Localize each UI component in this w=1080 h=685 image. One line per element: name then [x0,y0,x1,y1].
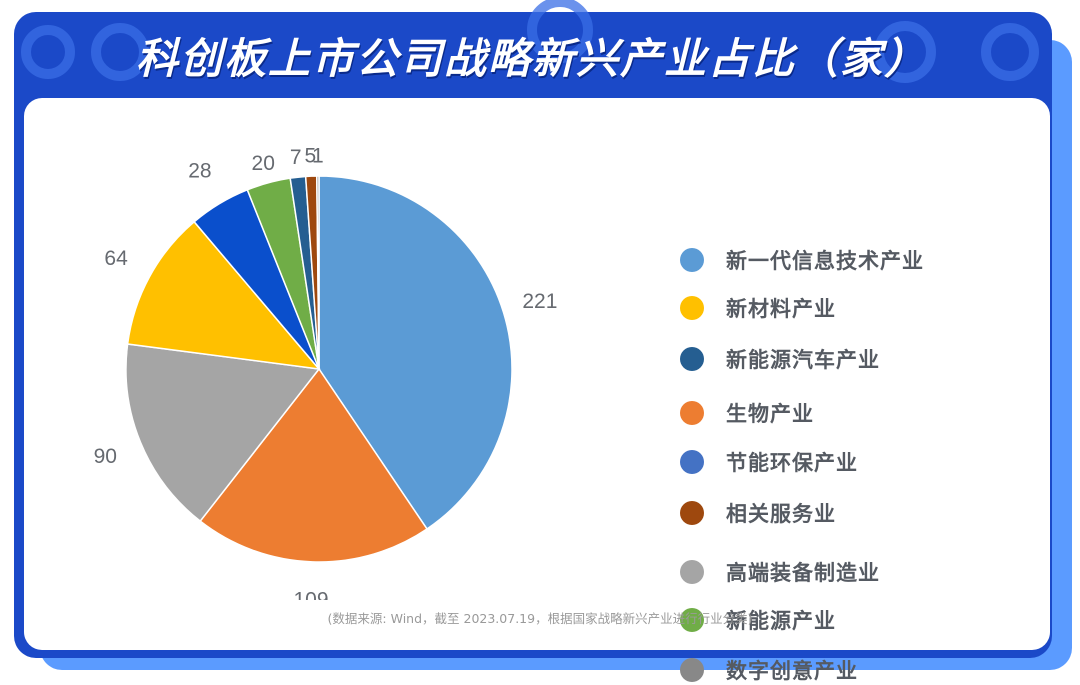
legend-label: 高端装备制造业 [726,561,880,585]
data-label-3: 90 [94,445,117,468]
data-label-8: 5 [305,145,317,168]
legend-swatch [680,658,704,682]
pie-slice-9 [316,175,320,370]
pie-slice-4 [126,220,321,370]
pie-slice-1 [318,175,513,531]
pie-data-labels: 221 109 90 64 28 20 7 51 [94,145,558,601]
legend-item-3: 新能源汽车产业 [680,345,880,373]
legend-swatch [680,401,704,425]
legend-label: 新能源产业 [726,609,836,633]
legend-label: 新能源汽车产业 [726,348,880,372]
legend-swatch [680,450,704,474]
pie-chart: 221 109 90 64 28 20 7 51 [94,145,558,601]
data-label-5: 28 [188,160,211,183]
legend-swatch [680,347,704,371]
data-label-6: 20 [252,152,275,175]
legend-label: 生物产业 [726,402,814,426]
legend-item-7: 高端装备制造业 [680,558,880,586]
data-label-1: 221 [522,290,557,313]
legend-label: 新一代信息技术产业 [726,249,924,273]
pie-slice-2 [199,367,429,563]
legend-item-5: 节能环保产业 [680,448,858,476]
legend-label: 数字创意产业 [726,659,858,683]
legend-swatch [680,248,704,272]
legend-swatch [680,608,704,632]
legend-swatch [680,560,704,584]
legend-item-8: 新能源产业 [680,606,836,634]
legend-label: 新材料产业 [726,297,836,321]
legend-label: 相关服务业 [726,502,836,526]
data-label-7: 7 [290,146,302,169]
legend-item-4: 生物产业 [680,399,814,427]
pie-slice-3 [125,343,321,523]
pie-slices [125,175,513,563]
data-label-4: 64 [104,247,128,270]
legend-item-1: 新一代信息技术产业 [680,246,924,274]
legend-swatch [680,501,704,525]
data-label-2: 109 [293,588,328,600]
legend-item-2: 新材料产业 [680,294,836,322]
title-bar-decoration [21,0,1039,83]
chart-title: 科创板上市公司战略新兴产业占比（家） [135,33,928,83]
legend-item-9: 数字创意产业 [680,656,858,684]
source-note: (数据来源: Wind，截至 2023.07.19，根据国家战略新兴产业进行行业… [327,611,753,626]
legend-item-6: 相关服务业 [680,499,836,527]
legend-label: 节能环保产业 [726,451,858,475]
legend-swatch [680,296,704,320]
data-label-9: 1 [312,145,324,168]
